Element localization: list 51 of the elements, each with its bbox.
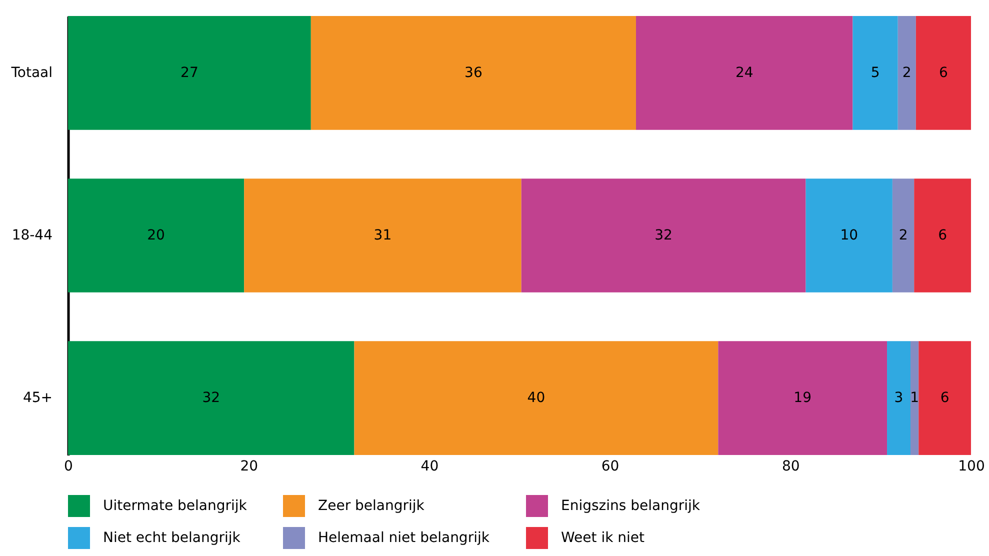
- bar: [354, 341, 718, 455]
- bar: [718, 341, 888, 455]
- bar: [68, 341, 354, 455]
- data-label: 32: [654, 228, 672, 244]
- bar: [806, 178, 892, 292]
- x-tick-label: 40: [420, 458, 439, 474]
- legend-label: Enigszins belangrijk: [561, 498, 701, 514]
- data-label: 6: [939, 64, 948, 81]
- data-label: 2: [902, 64, 912, 81]
- bar: [636, 16, 853, 130]
- y-tick-label: Totaal: [10, 64, 52, 81]
- bar: [914, 178, 971, 292]
- data-label: 3: [894, 390, 904, 406]
- bar: [887, 341, 910, 455]
- x-tick-label: 0: [64, 458, 73, 474]
- bar: [244, 178, 522, 292]
- bar: [918, 341, 971, 455]
- bar: [521, 178, 806, 292]
- legend-label: Niet echt belangrijk: [103, 530, 242, 546]
- data-label: 2: [898, 228, 908, 244]
- data-label: 6: [938, 228, 948, 244]
- bar: [852, 16, 898, 130]
- legend-label: Uitermate belangrijk: [103, 498, 248, 514]
- y-tick-label: 45+: [22, 390, 52, 406]
- bar: [898, 16, 916, 130]
- y-tick-label: 18-44: [12, 228, 53, 244]
- bar: [68, 178, 244, 292]
- bar: [916, 16, 971, 130]
- data-label: 40: [527, 390, 546, 406]
- data-label: 10: [840, 228, 858, 244]
- x-tick-label: 80: [782, 458, 800, 474]
- legend-label: Weet ik niet: [561, 530, 646, 546]
- data-label: 20: [147, 228, 165, 244]
- data-label: 27: [180, 64, 198, 81]
- bar: [910, 341, 919, 455]
- data-label: 5: [870, 64, 880, 81]
- legend-label: Zeer belangrijk: [318, 498, 426, 514]
- data-label: 19: [794, 390, 812, 406]
- data-label: 6: [940, 390, 950, 406]
- x-tick-label: 60: [601, 458, 620, 474]
- data-label: 32: [202, 390, 220, 406]
- data-label: 36: [464, 64, 482, 81]
- x-tick-label: 20: [240, 458, 258, 474]
- data-label: 24: [735, 64, 754, 81]
- bar: [310, 16, 636, 130]
- legend-label: Helemaal niet belangrijk: [318, 530, 490, 546]
- data-label: 1: [910, 390, 920, 406]
- bar: [68, 16, 311, 130]
- x-tick-label: 100: [958, 458, 985, 474]
- data-label: 31: [374, 228, 392, 244]
- bar: [892, 178, 914, 292]
